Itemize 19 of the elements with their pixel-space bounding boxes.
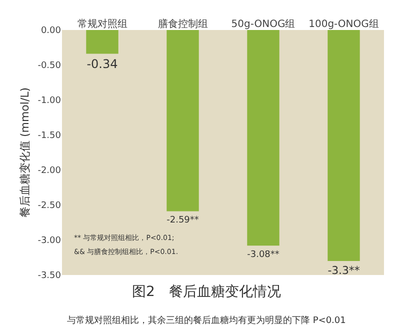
data-label: -3.08** [247,250,280,260]
x-tick-label: 50g-ONOG组 [231,18,296,30]
y-tick-label: -1.50 [38,131,62,142]
data-label: -2.59** [166,216,200,226]
data-label: -3.3** [328,264,360,277]
text: 图2 餐后血糖变化情况 [132,284,281,300]
y-tick-label: -3.00 [38,236,62,246]
x-tick-label: 常规对照组 [77,18,128,30]
y-tick-label: -1.00 [38,96,62,106]
data-label: -0.34 [86,56,118,71]
y-axis-title: 餐后血糖变化值 (mmol/L) [18,87,32,218]
y-tick-label: 0.00 [40,26,62,36]
text: 与常规对照组相比，其余三组的餐后血糖均有更为明显的下降 P<0.01 [67,315,346,325]
y-tick-label: -2.00 [38,166,62,176]
y-tick-label: -3.50 [38,271,62,282]
y-tick-label: -2.50 [38,201,62,212]
x-tick-label: 100g-ONOG组 [308,18,379,30]
y-tick-label: -0.50 [38,61,62,72]
x-tick-label: 膳食控制组 [158,18,208,30]
